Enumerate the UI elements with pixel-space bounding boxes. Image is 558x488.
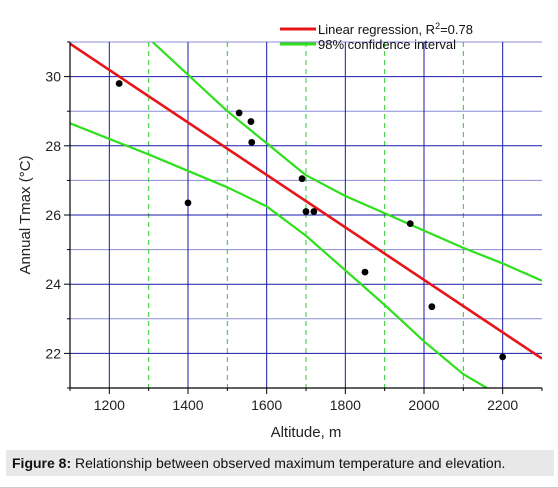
- caption-text: Relationship between observed maximum te…: [75, 455, 506, 471]
- data-point: [247, 118, 255, 125]
- x-tick-label: 1600: [251, 397, 282, 413]
- axes: [64, 41, 543, 394]
- data-point: [248, 138, 256, 146]
- data-point: [361, 268, 369, 276]
- data-points: [115, 80, 507, 361]
- data-point: [302, 208, 310, 215]
- data-point: [235, 109, 243, 117]
- y-tick-label: 30: [45, 69, 61, 85]
- data-point: [310, 208, 318, 215]
- y-tick-label: 26: [45, 207, 61, 223]
- data-point: [298, 175, 306, 183]
- x-tick-label: 2000: [408, 397, 439, 413]
- data-point: [115, 80, 123, 87]
- grid: [70, 41, 542, 389]
- data-point: [428, 303, 436, 311]
- figure-caption: Figure 8: Relationship between observed …: [6, 450, 554, 476]
- x-tick-label: 1400: [172, 397, 203, 413]
- confidence-band-line: [151, 42, 542, 282]
- y-tick-label: 28: [45, 138, 61, 154]
- data-point: [184, 199, 192, 207]
- y-tick-label: 24: [45, 276, 61, 292]
- legend-label: 98% confidence interval: [318, 37, 456, 52]
- y-axis-title: Annual Tmax (°C): [17, 155, 34, 274]
- data-point: [406, 220, 414, 228]
- regression-line: [70, 42, 542, 360]
- fit-lines: [70, 42, 542, 388]
- x-tick-label: 1800: [330, 397, 361, 413]
- x-tick-label: 1200: [94, 397, 125, 413]
- confidence-band-line: [70, 122, 488, 388]
- scatter-chart: 1200 1400 1600 1800 2000 2200 22 24 26 28 30 Altit…: [17, 21, 543, 441]
- y-tick-label: 22: [45, 345, 61, 361]
- legend-label: Linear regression, R2=0.78: [318, 21, 473, 37]
- tick-labels: 1200 1400 1600 1800 2000 2200 22 24 26 28 30: [45, 69, 518, 413]
- data-point: [499, 353, 507, 361]
- x-axis-title: Altitude, m: [271, 424, 342, 441]
- x-tick-label: 2200: [487, 397, 518, 413]
- caption-label: Figure 8:: [12, 455, 72, 471]
